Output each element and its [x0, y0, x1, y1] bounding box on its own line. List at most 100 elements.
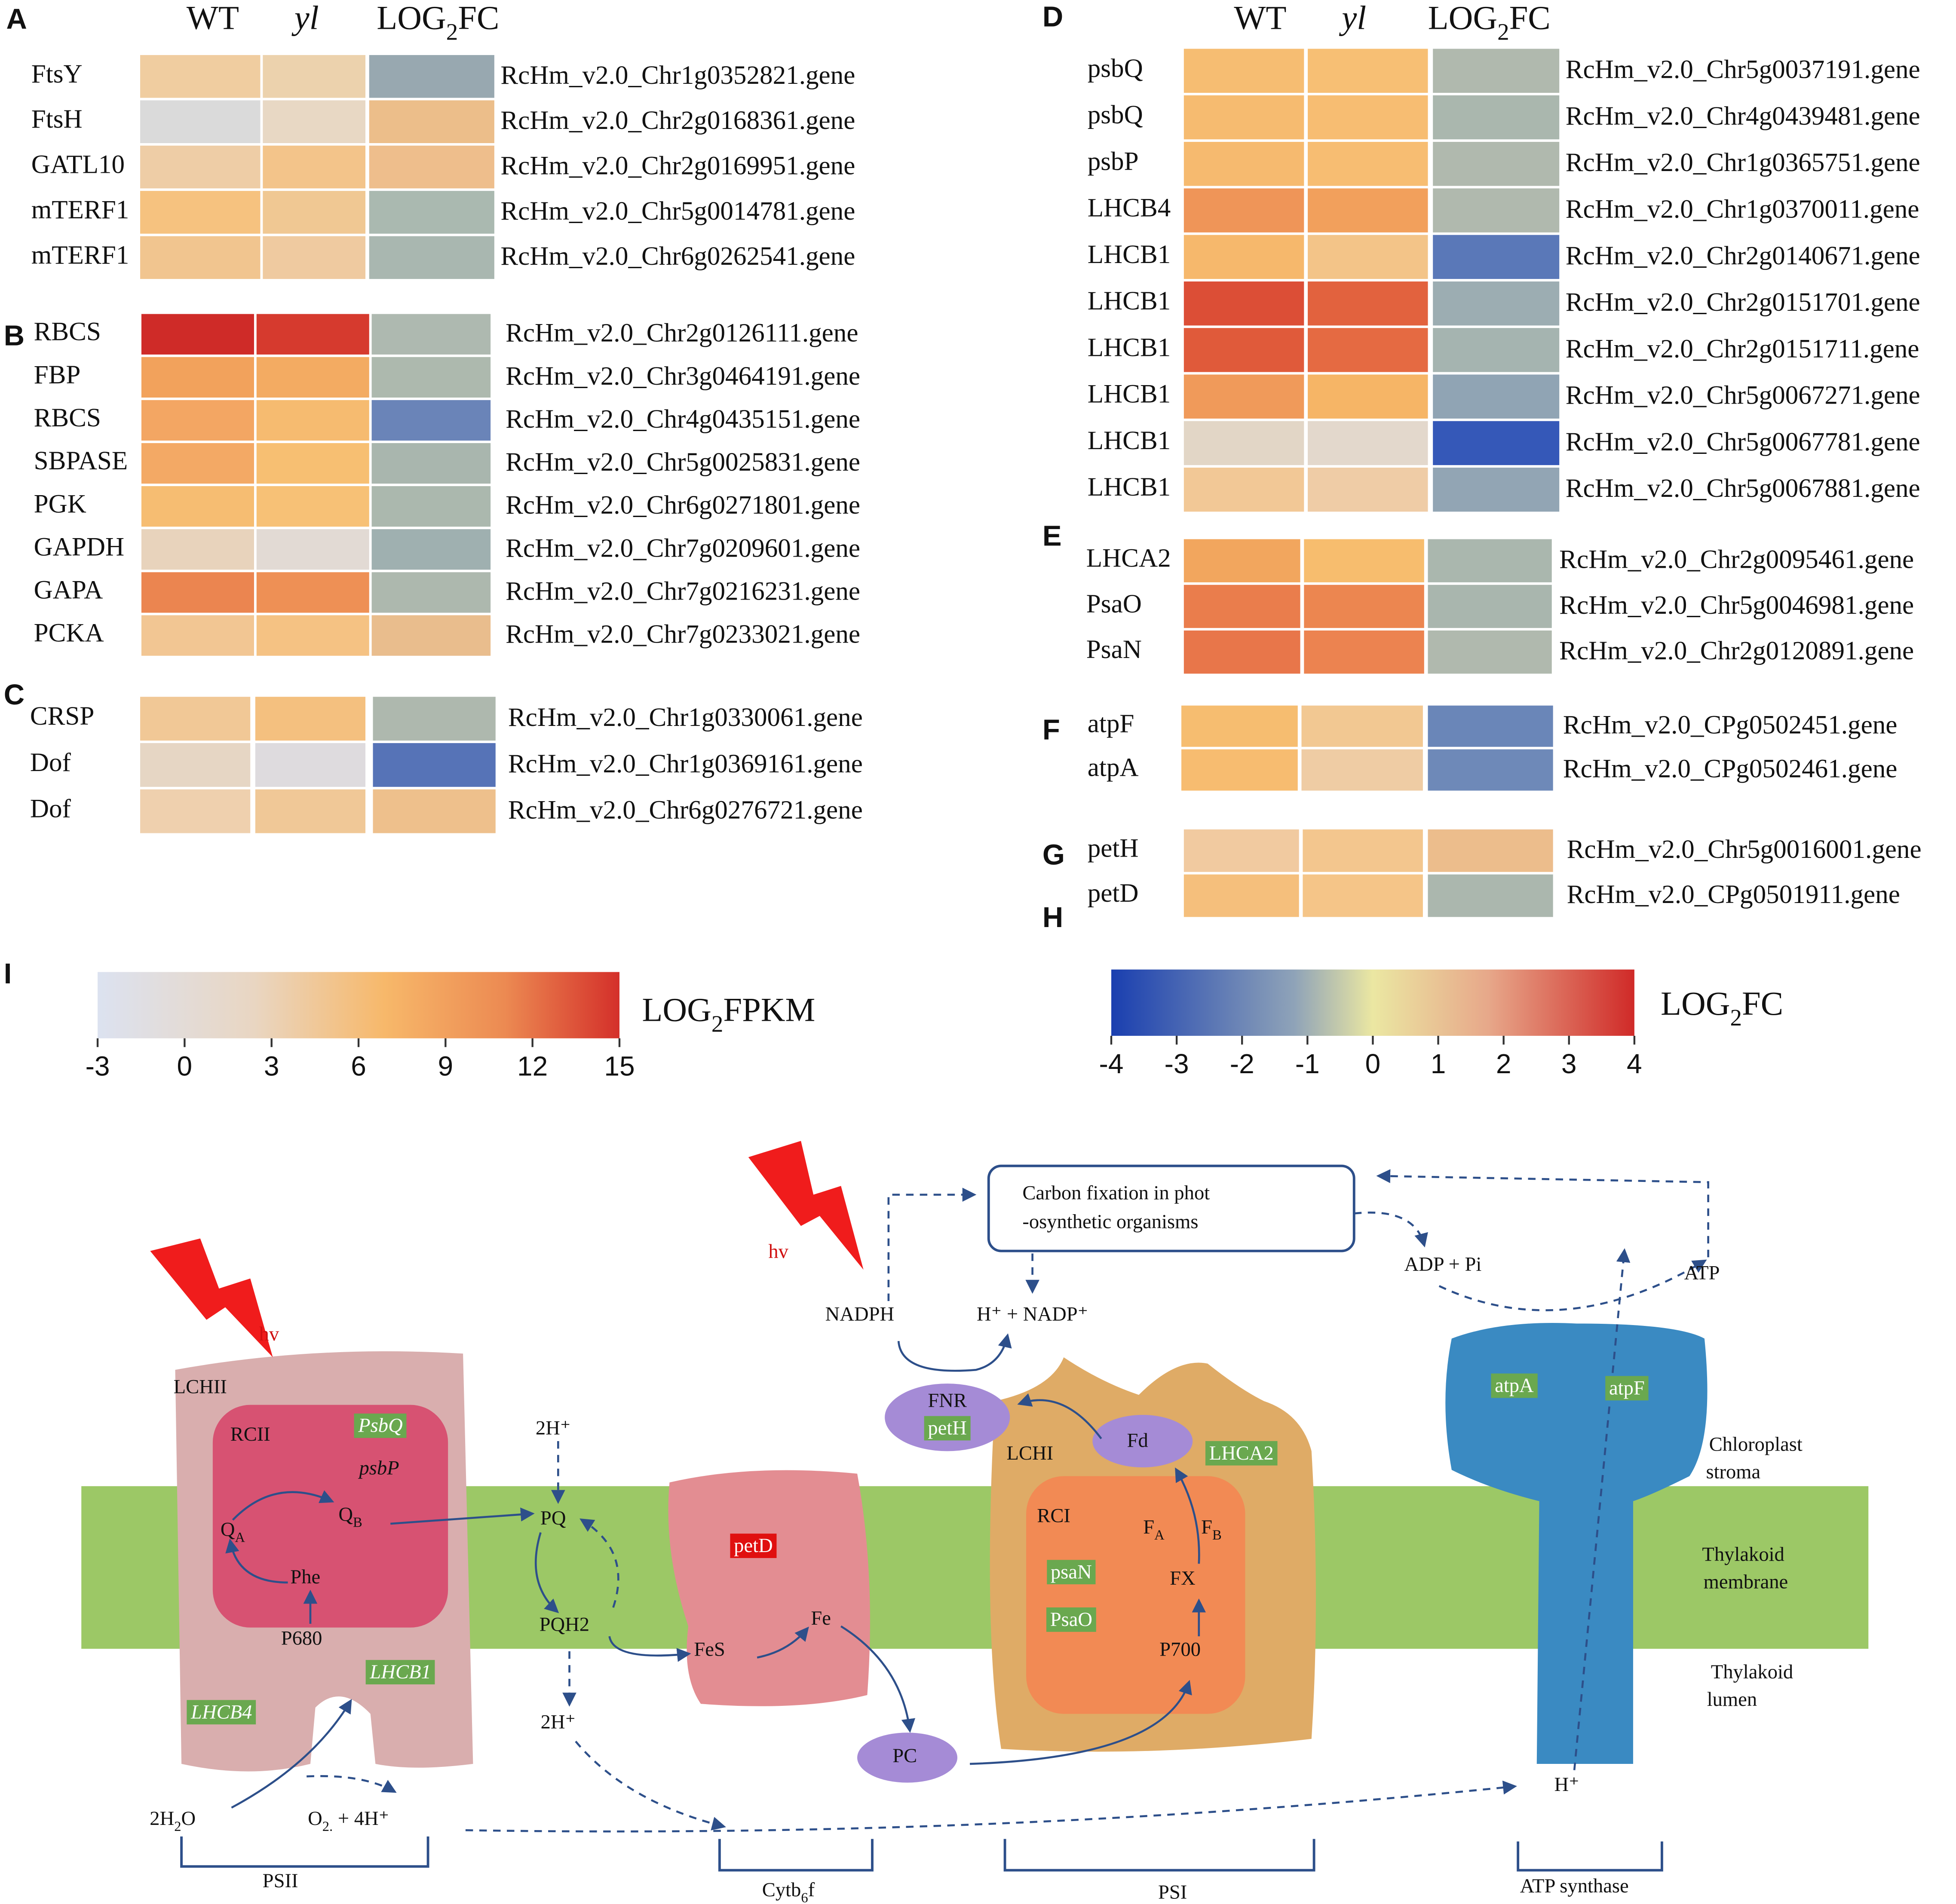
- text-part: O: [181, 1808, 196, 1830]
- label: NADPH: [825, 1304, 894, 1325]
- gene-name: PsaN: [1086, 635, 1142, 664]
- gene-id: RcHm_v2.0_Chr2g0126111.gene: [506, 319, 858, 348]
- label-tag: [365, 1660, 435, 1685]
- gene-name: psbP: [1088, 147, 1139, 176]
- gene-id: RcHm_v2.0_Chr1g0369161.gene: [508, 750, 863, 778]
- heat-cell: [1433, 421, 1560, 465]
- text-part: Cytb: [762, 1879, 801, 1901]
- heat-cell: [256, 529, 369, 570]
- heat-cell: [140, 145, 261, 189]
- heat-cell: [1183, 874, 1299, 917]
- panel-label: F: [1042, 713, 1060, 746]
- arrow: [231, 1699, 352, 1809]
- label-tag: [1046, 1607, 1096, 1632]
- heat-cell: [371, 615, 491, 656]
- label: hv: [259, 1323, 279, 1345]
- heat-cell: [371, 400, 491, 441]
- gene-id: RcHm_v2.0_Chr1g0365751.gene: [1566, 148, 1920, 177]
- scale-title: LOG2FC: [1661, 985, 1783, 1031]
- column-header: yl: [291, 0, 319, 37]
- label: LCHI: [1006, 1442, 1053, 1464]
- label: 2H2O: [150, 1808, 196, 1835]
- fc-gradient: [1111, 969, 1634, 1036]
- heat-cell: [1433, 281, 1560, 326]
- gene-name: atpF: [1088, 710, 1134, 738]
- label-tag: [1047, 1560, 1096, 1585]
- gene-name: mTERF1: [31, 196, 129, 224]
- arrow: [534, 1532, 559, 1613]
- heat-cell: [1433, 49, 1560, 93]
- gene-name: petH: [1088, 834, 1139, 863]
- text-part: f: [808, 1879, 815, 1901]
- text-part: + 4H⁺: [333, 1808, 389, 1830]
- gene-name: RBCS: [34, 318, 101, 346]
- gene-name: SBPASE: [34, 447, 128, 475]
- arrow: [897, 1333, 1012, 1372]
- label: lumen: [1707, 1689, 1757, 1711]
- text-part: F: [1201, 1516, 1212, 1538]
- gene-id: RcHm_v2.0_Chr5g0014781.gene: [500, 197, 855, 226]
- heat-cell: [1428, 585, 1552, 628]
- heat-cell: [1308, 142, 1428, 186]
- gene-name: FtsY: [31, 60, 83, 89]
- text-part: 2H: [150, 1808, 174, 1830]
- heat-cell: [373, 697, 496, 741]
- heat-cell: [371, 443, 491, 484]
- text-part: A: [1154, 1527, 1165, 1543]
- gene-id: RcHm_v2.0_Chr3g0464191.gene: [506, 362, 860, 391]
- text-part: FC: [458, 0, 499, 37]
- gene-id: RcHm_v2.0_Chr1g0370011.gene: [1566, 195, 1919, 224]
- gene-name: PGK: [34, 490, 86, 518]
- heat-cell: [373, 743, 496, 787]
- gene-id: RcHm_v2.0_Chr6g0276721.gene: [508, 796, 863, 824]
- gene-id: RcHm_v2.0_Chr5g0016001.gene: [1567, 835, 1922, 864]
- gene-name: GAPDH: [34, 533, 125, 561]
- heat-cell: [141, 357, 254, 398]
- heat-cell: [1181, 749, 1298, 791]
- arrow: [232, 1490, 334, 1521]
- gene-name: LHCB1: [1088, 333, 1171, 362]
- heat-cell: [371, 486, 491, 527]
- gene-id: RcHm_v2.0_Chr2g0168361.gene: [500, 106, 855, 135]
- arrow: [757, 1626, 809, 1659]
- gene-id: RcHm_v2.0_Chr7g0233021.gene: [506, 620, 860, 649]
- heat-cell: [1308, 49, 1428, 93]
- label: petD: [734, 1535, 773, 1557]
- tick-label: 0: [177, 1051, 193, 1082]
- label: Thylakoid: [1702, 1544, 1784, 1566]
- gene-name: mTERF1: [31, 241, 129, 269]
- heat-cell: [1303, 829, 1423, 872]
- label-tag: [1491, 1373, 1538, 1398]
- label: 2H⁺: [541, 1711, 576, 1733]
- label: Thylakoid: [1711, 1661, 1793, 1683]
- label: FB: [1201, 1516, 1222, 1543]
- heat-cell: [1428, 630, 1552, 674]
- heat-cell: [141, 572, 254, 613]
- arrow: [1376, 1169, 1709, 1258]
- label: LHCB1: [369, 1661, 431, 1683]
- heat-cell: [140, 697, 251, 741]
- heat-cell: [141, 443, 254, 484]
- heat-cell: [1308, 95, 1428, 140]
- gene-id: RcHm_v2.0_Chr4g0435151.gene: [506, 405, 860, 434]
- text-part: LOG: [1428, 0, 1498, 37]
- arrow: [390, 1507, 535, 1525]
- heat-cell: [1183, 188, 1304, 233]
- heat-cell: [256, 314, 369, 355]
- gene-id: RcHm_v2.0_Chr1g0330061.gene: [508, 703, 863, 732]
- gene-id: RcHm_v2.0_CPg0502461.gene: [1563, 754, 1897, 783]
- text-part: LOG: [1661, 985, 1730, 1022]
- heat-cell: [1428, 749, 1553, 791]
- text-part: Q: [338, 1503, 353, 1525]
- label: FeS: [694, 1639, 725, 1661]
- heat-cell: [1304, 585, 1424, 628]
- text-part: O: [308, 1808, 322, 1830]
- heat-cell: [1303, 874, 1423, 917]
- tick-label: 15: [604, 1051, 635, 1082]
- text-part: Q: [221, 1518, 235, 1540]
- label-tag: [924, 1416, 971, 1441]
- text-part: FPKM: [723, 991, 815, 1029]
